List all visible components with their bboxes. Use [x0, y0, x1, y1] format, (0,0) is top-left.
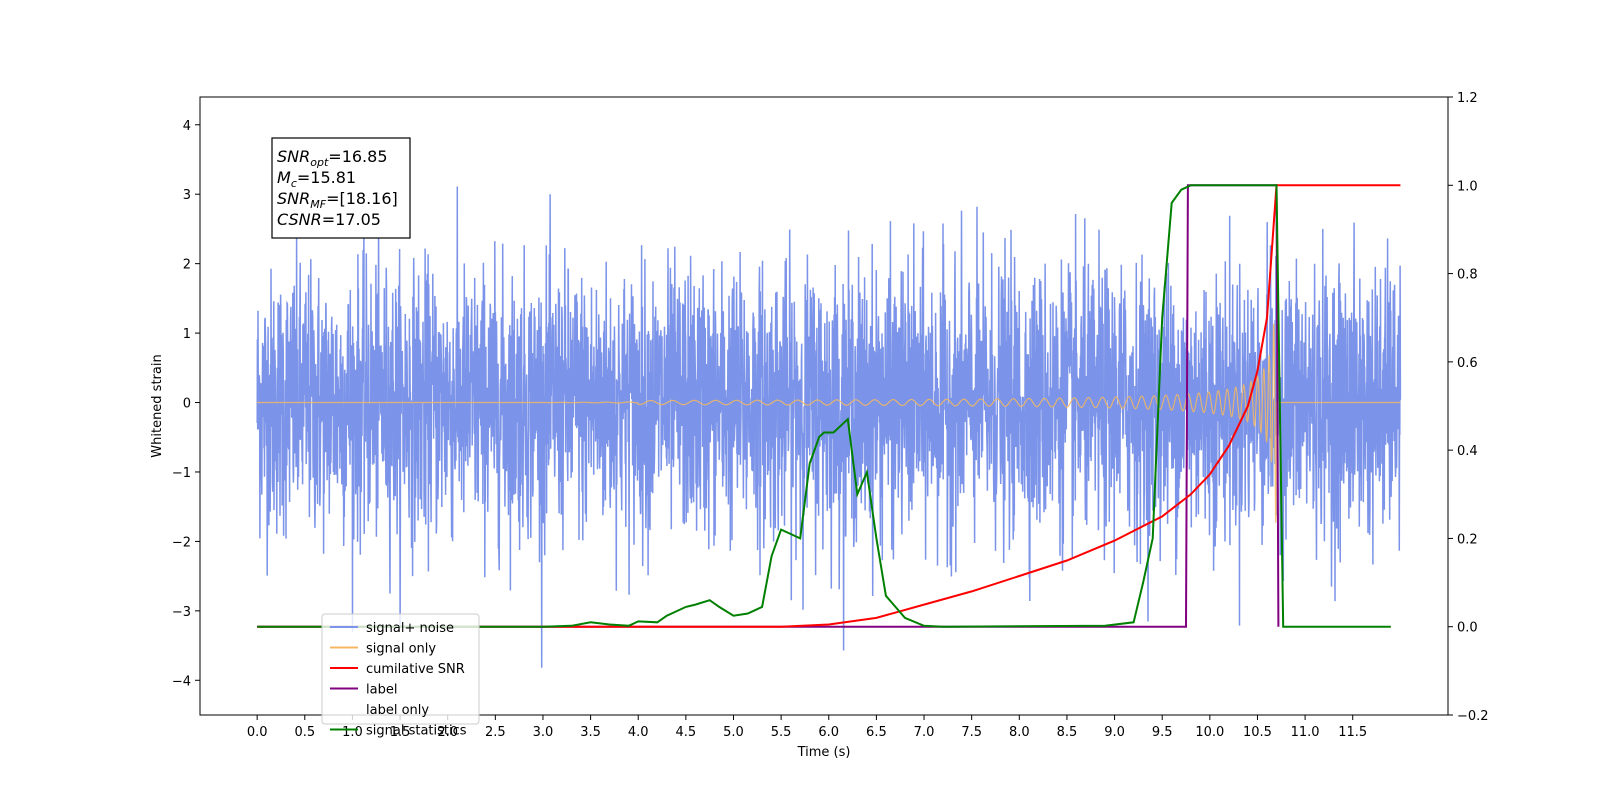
- y-left-tick-label: −4: [172, 674, 191, 689]
- x-tick-label: 4.5: [676, 725, 697, 740]
- legend: signal+ noise signal only cumilative SNR la…: [321, 613, 480, 739]
- x-tick-label: 2.5: [485, 725, 506, 740]
- axes-frame: [199, 96, 1449, 716]
- y-left-tick-label: 0: [183, 397, 191, 412]
- legend-box: [321, 613, 480, 725]
- y-axis-left: −4 −3 −2 −1 0 1 2 3 4: [172, 119, 200, 689]
- x-tick-label: 9.5: [1152, 725, 1173, 740]
- x-tick-label: 10.5: [1243, 725, 1272, 740]
- x-tick-label: 1.5: [390, 725, 411, 740]
- y-axis-right: −0.2 0.0 0.2 0.4 0.6 0.8 1.0 1.2: [1448, 91, 1489, 724]
- legend-entry: label: [366, 683, 397, 698]
- x-tick-label: 7.5: [961, 725, 982, 740]
- x-tick-label: 6.5: [866, 725, 887, 740]
- stats-annotation: SNRopt=16.85Mc=15.81SNRMF=[18.16]CSNR=17…: [271, 137, 411, 239]
- y-right-tick-label: 0.8: [1457, 268, 1478, 283]
- x-tick-label: 3.0: [533, 725, 554, 740]
- legend-entry: label only: [366, 703, 429, 718]
- annotation-line: SNRopt=16.85: [277, 147, 388, 169]
- y-right-tick-label: 0.2: [1457, 532, 1478, 547]
- legend-entry: cumilative SNR: [366, 662, 465, 677]
- x-tick-label: 1.0: [342, 725, 363, 740]
- annotation-line: SNRMF=[18.16]: [277, 189, 398, 211]
- y-left-tick-label: −3: [172, 605, 191, 620]
- legend-entry: signal+ noise: [366, 621, 454, 636]
- series-cumulative-snr: [257, 184, 1401, 628]
- series-label: [257, 184, 1280, 628]
- plot-area: [256, 184, 1402, 668]
- x-tick-label: 8.0: [1009, 725, 1030, 740]
- annotation-line: Mc=15.81: [277, 168, 356, 190]
- legend-entry: signal only: [366, 642, 436, 657]
- x-tick-label: 6.0: [818, 725, 839, 740]
- y-axis-label: Whitened strain: [150, 354, 165, 457]
- x-tick-label: 2.0: [437, 725, 458, 740]
- x-tick-label: 4.0: [628, 725, 649, 740]
- y-left-tick-label: 3: [183, 188, 191, 203]
- y-right-tick-label: 0.0: [1457, 621, 1478, 636]
- x-tick-label: 7.0: [914, 725, 935, 740]
- x-tick-label: 3.5: [580, 725, 601, 740]
- y-right-tick-label: 0.4: [1457, 444, 1478, 459]
- x-axis-label: Time (s): [797, 745, 851, 760]
- series-signal-noise: [256, 186, 1402, 668]
- x-tick-label: 5.5: [771, 725, 792, 740]
- x-tick-label: 8.5: [1057, 725, 1078, 740]
- y-left-tick-label: 1: [183, 327, 191, 342]
- x-tick-label: 10.0: [1195, 725, 1224, 740]
- y-right-tick-label: 1.0: [1457, 179, 1478, 194]
- y-right-tick-label: 1.2: [1457, 91, 1478, 106]
- x-tick-label: 11.0: [1291, 725, 1320, 740]
- series-signal-only: [257, 323, 1401, 523]
- x-tick-label: 0.0: [247, 725, 268, 740]
- legend-entry: signal statistics: [366, 724, 467, 739]
- x-tick-label: 11.5: [1338, 725, 1367, 740]
- annotation-box: [271, 137, 411, 239]
- x-tick-label: 5.0: [723, 725, 744, 740]
- y-left-tick-label: −2: [172, 535, 191, 550]
- y-left-tick-label: 2: [183, 258, 191, 273]
- x-tick-label: 9.0: [1104, 725, 1125, 740]
- y-left-tick-label: 4: [183, 119, 191, 134]
- y-right-tick-label: 0.6: [1457, 356, 1478, 371]
- y-left-tick-label: −1: [172, 466, 191, 481]
- x-tick-label: 0.5: [294, 725, 315, 740]
- series-signal-statistics: [257, 184, 1391, 628]
- y-right-tick-label: −0.2: [1457, 709, 1489, 724]
- annotation-line: CSNR=17.05: [277, 210, 381, 229]
